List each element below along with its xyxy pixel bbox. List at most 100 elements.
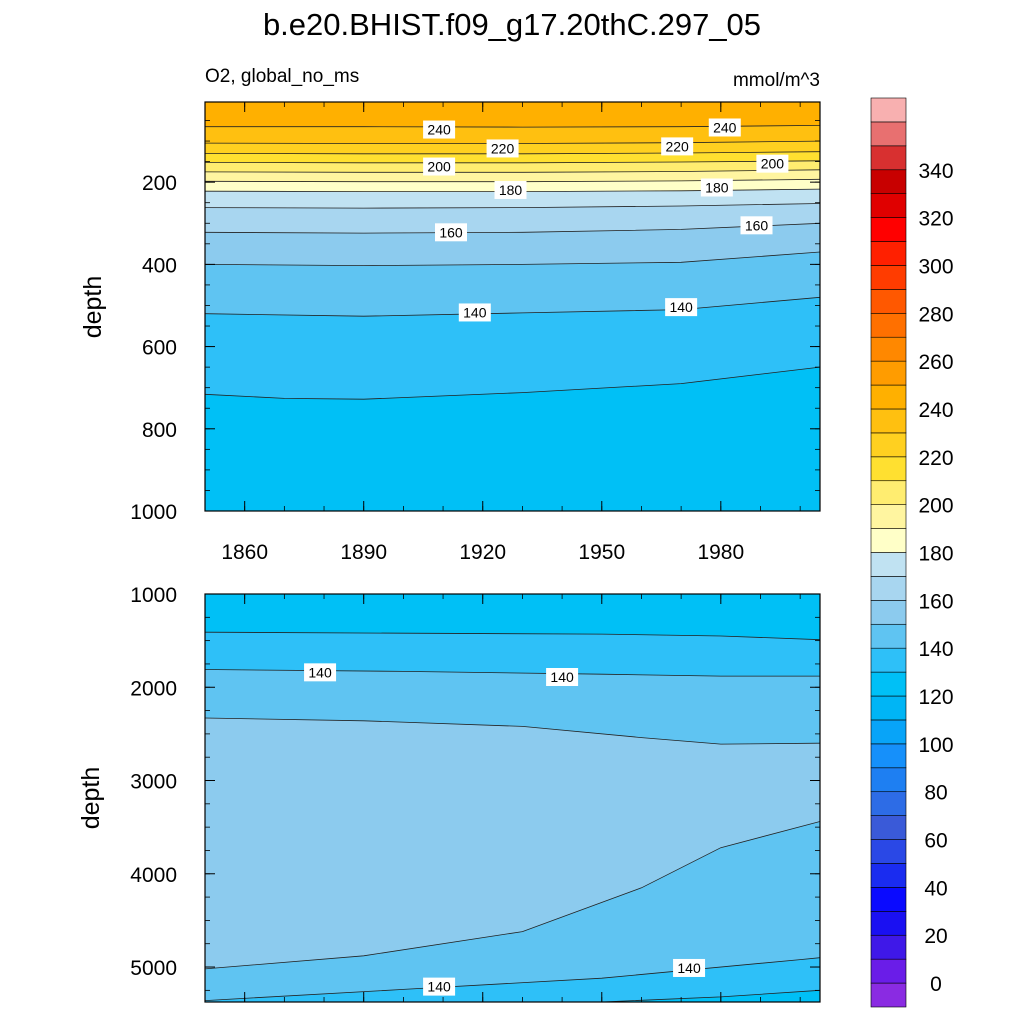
- upper-contour-label: 220: [486, 139, 519, 158]
- colorbar-swatch: [870, 528, 907, 553]
- upper-contour-label: 160: [435, 223, 467, 242]
- upper-contour-label-text: 200: [761, 156, 785, 172]
- colorbar-label: 60: [924, 830, 947, 853]
- upper-contour-label-text: 180: [705, 179, 729, 195]
- y-tick-label: 2000: [130, 677, 177, 700]
- colorbar-swatch: [870, 815, 907, 840]
- colorbar-swatch: [870, 289, 907, 314]
- lower-panel: depth 140 140 140 140 1000 2000 3000 4000 5000: [77, 584, 821, 1003]
- band-below-130: [205, 367, 820, 511]
- upper-contour-label-text: 160: [745, 217, 769, 233]
- lower-contour-label: 140: [423, 977, 456, 996]
- variable-label: O2, global_no_ms: [205, 66, 359, 87]
- upper-contour-line-130: [205, 366, 820, 400]
- upper-contour-label-text: 220: [665, 138, 689, 154]
- colorbar-swatch: [870, 695, 907, 721]
- colorbar-label: 300: [918, 255, 953, 278]
- band-deep-140-150: [205, 821, 820, 1002]
- upper-panel: depth 240 240 220 220 200 200 180 180 160 160 140 1…: [79, 101, 821, 564]
- lower-contour-label-text: 140: [427, 979, 451, 995]
- colorbar-label: 0: [930, 973, 942, 996]
- upper-contour-label-text: 200: [427, 159, 451, 175]
- colorbar-swatch: [870, 265, 907, 290]
- colorbar-label: 220: [918, 447, 953, 470]
- colorbar-swatch: [870, 169, 907, 194]
- lower-frame: [204, 593, 821, 1003]
- upper-contour-label: 200: [756, 154, 789, 173]
- y-tick-label: 1000: [130, 501, 177, 524]
- upper-contour-label: 240: [708, 118, 741, 137]
- upper-contour-label: 240: [423, 120, 456, 139]
- lower-contour-label-text: 140: [677, 960, 701, 976]
- figure-title: b.e20.BHIST.f09_g17.20thC.297_05: [263, 7, 761, 42]
- upper-contour-label-text: 140: [669, 299, 693, 315]
- y-tick-label: 5000: [130, 957, 177, 980]
- y-tick-label: 200: [142, 172, 177, 195]
- band-deep-120-130: [601, 990, 820, 1002]
- lower-contour-label-text: 140: [308, 664, 332, 680]
- y-tick-label: 600: [142, 337, 177, 360]
- x-tick-label: 1920: [459, 541, 506, 564]
- colorbar-swatch: [870, 791, 907, 816]
- upper-contour-line-140: [205, 296, 820, 317]
- colorbar-label: 260: [918, 351, 953, 374]
- colorbar-swatch: [870, 623, 907, 649]
- colorbar-label: 140: [918, 638, 953, 661]
- colorbar-swatch: [870, 408, 907, 434]
- upper-contour-label: 180: [494, 180, 527, 199]
- upper-contour-line-150: [205, 251, 820, 267]
- upper-ylabel: depth: [79, 276, 107, 339]
- upper-contour-label-text: 180: [499, 182, 523, 198]
- lower-contour-line-150: [205, 717, 820, 745]
- colorbar-label: 20: [924, 925, 947, 948]
- upper-contour-fill: 240 240 220 220 200 200 180 180 160 160 140 140: [205, 102, 820, 511]
- upper-contour-line-220: [205, 151, 820, 155]
- colorbar-swatch: [870, 193, 907, 218]
- upper-contour-line-170: [205, 203, 820, 209]
- lower-ylabel: depth: [77, 767, 105, 830]
- colorbar-swatch: [870, 336, 907, 362]
- lower-contour-label-text: 140: [550, 669, 574, 685]
- upper-contour-line-200: [205, 169, 820, 173]
- band-deep-130-140: [205, 957, 820, 1002]
- colorbar-swatch: [870, 982, 907, 1008]
- lower-contour-line-150: [205, 821, 820, 970]
- colorbar-label: 80: [924, 782, 947, 805]
- colorbar-swatch: [870, 456, 907, 482]
- colorbar-swatch: [870, 217, 907, 242]
- upper-contour-label: 200: [423, 157, 456, 176]
- colorbar-swatch: [870, 839, 907, 864]
- upper-contour-label: 220: [661, 137, 694, 156]
- colorbar-swatch: [870, 719, 907, 745]
- colorbar-swatch: [870, 911, 907, 936]
- colorbar-swatch: [870, 863, 907, 888]
- upper-contour-label-text: 140: [463, 304, 487, 320]
- colorbar-swatch: [870, 958, 907, 984]
- colorbar-label: 340: [918, 160, 953, 183]
- x-tick-label: 1950: [578, 541, 625, 564]
- x-tick-label: 1860: [221, 541, 268, 564]
- upper-contour-label: 140: [665, 298, 698, 317]
- units-label: mmol/m^3: [733, 70, 820, 91]
- colorbar-label: 40: [924, 877, 947, 900]
- lower-contour-line-130: [205, 631, 820, 641]
- y-tick-label: 4000: [130, 864, 177, 887]
- upper-contour-label: 160: [740, 216, 773, 235]
- colorbar-label: 180: [918, 543, 953, 566]
- colorbar-swatch: [870, 384, 907, 410]
- colorbar-swatch: [870, 121, 907, 147]
- colorbar-label: 160: [918, 590, 953, 613]
- colorbar-label: 120: [918, 686, 953, 709]
- colorbar-label: 200: [918, 495, 953, 518]
- upper-contour-label-text: 160: [439, 224, 463, 240]
- colorbar-swatch: [870, 432, 907, 458]
- colorbar-label: 280: [918, 303, 953, 326]
- colorbar-swatch: [870, 504, 907, 529]
- lower-contour-label: 140: [673, 958, 706, 977]
- lower-contour-line-140: [205, 957, 820, 1001]
- colorbar-label: 100: [918, 734, 953, 757]
- colorbar-swatch: [870, 312, 907, 338]
- colorbar-swatch: [870, 934, 907, 960]
- colorbar-swatch: [870, 600, 907, 625]
- colorbar-swatch: [870, 576, 907, 601]
